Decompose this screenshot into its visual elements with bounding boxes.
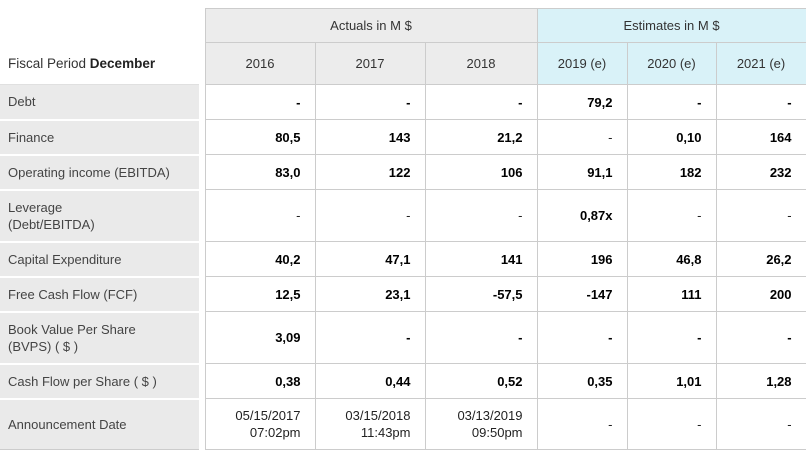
row-label: Cash Flow per Share ( $ ): [0, 363, 199, 400]
value-cell: -: [715, 189, 806, 242]
value-cell: 0,87x: [536, 189, 628, 242]
value-cell: -: [715, 311, 806, 364]
table-row: Operating income (EBITDA) 83,0 122 106 9…: [0, 154, 806, 191]
column-gap: [199, 241, 205, 277]
value-cell: -57,5: [424, 276, 538, 312]
value-cell: 12,5: [204, 276, 316, 312]
table-row: Announcement Date 05/15/2017 07:02pm 03/1…: [0, 398, 806, 450]
value-cell: 111: [626, 276, 717, 312]
value-cell: 0,10: [626, 119, 717, 155]
value-cell: 122: [314, 154, 426, 190]
year-header-2017: 2017: [314, 42, 426, 85]
value-cell: -: [424, 311, 538, 364]
value-cell: 79,2: [536, 84, 628, 120]
value-cell: -: [536, 311, 628, 364]
actuals-group-header: Actuals in M $: [204, 8, 538, 43]
year-header-2021e: 2021 (e): [715, 42, 806, 85]
estimates-group-header: Estimates in M $: [536, 8, 806, 43]
value-cell: 21,2: [424, 119, 538, 155]
fiscal-period-header: Fiscal Period December: [0, 42, 199, 85]
value-cell: -: [204, 189, 316, 242]
year-header-2016: 2016: [204, 42, 316, 85]
value-cell: 23,1: [314, 276, 426, 312]
value-cell: 0,44: [314, 363, 426, 399]
value-cell: -: [424, 189, 538, 242]
value-cell: 40,2: [204, 241, 316, 277]
value-cell: 03/15/2018 11:43pm: [314, 398, 426, 450]
year-header-2019e: 2019 (e): [536, 42, 628, 85]
value-cell: 106: [424, 154, 538, 190]
fiscal-period-month: December: [89, 55, 156, 71]
row-label: Announcement Date: [0, 398, 199, 450]
value-cell: -: [204, 84, 316, 120]
row-label: Finance: [0, 119, 199, 156]
value-cell: 164: [715, 119, 806, 155]
column-gap: [199, 42, 205, 85]
column-gap: [199, 154, 205, 190]
value-cell: -: [715, 84, 806, 120]
column-gap: [199, 84, 205, 120]
corner-cell: [0, 8, 199, 43]
column-gap: [199, 311, 205, 364]
value-cell: 47,1: [314, 241, 426, 277]
value-cell: 200: [715, 276, 806, 312]
value-cell: 232: [715, 154, 806, 190]
table-row: Cash Flow per Share ( $ ) 0,38 0,44 0,52…: [0, 363, 806, 400]
value-cell: 91,1: [536, 154, 628, 190]
value-cell: 141: [424, 241, 538, 277]
value-cell: 26,2: [715, 241, 806, 277]
column-gap: [199, 363, 205, 399]
table-row: Free Cash Flow (FCF) 12,5 23,1 -57,5 -14…: [0, 276, 806, 313]
value-cell: -: [424, 84, 538, 120]
value-cell: 3,09: [204, 311, 316, 364]
value-cell: 196: [536, 241, 628, 277]
value-cell: -: [314, 84, 426, 120]
table-row: Book Value Per Share (BVPS) ( $ ) 3,09 - …: [0, 311, 806, 365]
column-gap: [199, 189, 205, 242]
financials-table: Actuals in M $ Estimates in M $ Fiscal P…: [0, 8, 806, 450]
value-cell: -: [314, 189, 426, 242]
value-cell: -: [626, 398, 717, 450]
value-cell: 1,28: [715, 363, 806, 399]
value-cell: -: [536, 398, 628, 450]
column-gap: [199, 8, 205, 43]
value-cell: -: [715, 398, 806, 450]
value-cell: 03/13/2019 09:50pm: [424, 398, 538, 450]
row-label: Capital Expenditure: [0, 241, 199, 278]
value-cell: -: [536, 119, 628, 155]
column-gap: [199, 119, 205, 155]
row-label: Leverage (Debt/EBITDA): [0, 189, 199, 243]
year-header-row: Fiscal Period December 2016 2017 2018 20…: [0, 42, 806, 85]
value-cell: -: [626, 84, 717, 120]
column-gap: [199, 398, 205, 450]
year-header-2020e: 2020 (e): [626, 42, 717, 85]
value-cell: -: [314, 311, 426, 364]
value-cell: 83,0: [204, 154, 316, 190]
row-label: Book Value Per Share (BVPS) ( $ ): [0, 311, 199, 365]
fiscal-period-label: Fiscal Period: [8, 55, 87, 71]
value-cell: -: [626, 189, 717, 242]
value-cell: 182: [626, 154, 717, 190]
table-row: Leverage (Debt/EBITDA) - - - 0,87x - -: [0, 189, 806, 243]
row-label: Debt: [0, 84, 199, 121]
value-cell: 05/15/2017 07:02pm: [204, 398, 316, 450]
group-header-row: Actuals in M $ Estimates in M $: [0, 8, 806, 43]
value-cell: 0,52: [424, 363, 538, 399]
row-label: Operating income (EBITDA): [0, 154, 199, 191]
value-cell: -: [626, 311, 717, 364]
year-header-2018: 2018: [424, 42, 538, 85]
row-label: Free Cash Flow (FCF): [0, 276, 199, 313]
table-row: Capital Expenditure 40,2 47,1 141 196 46…: [0, 241, 806, 278]
table-row: Debt - - - 79,2 - -: [0, 84, 806, 121]
value-cell: 0,38: [204, 363, 316, 399]
column-gap: [199, 276, 205, 312]
value-cell: 80,5: [204, 119, 316, 155]
value-cell: -147: [536, 276, 628, 312]
value-cell: 143: [314, 119, 426, 155]
value-cell: 0,35: [536, 363, 628, 399]
value-cell: 46,8: [626, 241, 717, 277]
value-cell: 1,01: [626, 363, 717, 399]
table-row: Finance 80,5 143 21,2 - 0,10 164: [0, 119, 806, 156]
